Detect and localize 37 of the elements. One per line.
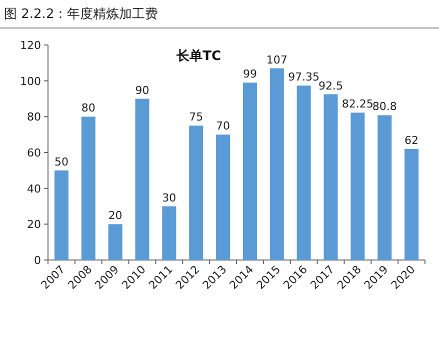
bar [81, 116, 96, 260]
data-label: 99 [242, 68, 257, 81]
data-label: 97.35 [288, 70, 320, 84]
data-label: 107 [266, 53, 288, 66]
bar [242, 82, 257, 260]
bar [216, 134, 230, 260]
bar [54, 170, 68, 260]
data-label: 30 [162, 191, 176, 204]
data-label: 90 [135, 84, 150, 97]
y-tick-label: 0 [34, 254, 41, 267]
data-label: 80.8 [372, 100, 397, 114]
data-label: 50 [54, 155, 68, 168]
y-tick-label: 60 [27, 146, 41, 160]
bar [324, 94, 338, 260]
y-tick-label: 20 [27, 218, 41, 232]
data-label: 75 [189, 110, 204, 124]
y-tick-label: 40 [27, 182, 41, 196]
bar [378, 115, 392, 260]
y-tick-label: 120 [20, 39, 41, 52]
bar [162, 206, 176, 260]
bar [135, 98, 150, 260]
y-tick-label: 100 [20, 74, 41, 88]
data-label: 20 [108, 209, 122, 222]
chart-title: 图 2.2.2：年度精炼加工费 [4, 6, 158, 22]
data-label: 70 [216, 120, 230, 133]
bar [350, 112, 365, 260]
bar [404, 148, 419, 260]
bar [270, 68, 284, 260]
data-label: 82.25 [342, 98, 374, 111]
bar [296, 86, 311, 260]
bar [108, 224, 122, 260]
data-label: 62 [404, 134, 419, 147]
chart-subtitle: 长单TC [176, 48, 222, 64]
y-tick-label: 80 [27, 110, 41, 124]
data-label: 92.5 [318, 79, 343, 92]
bar [189, 126, 204, 260]
data-label: 80 [81, 102, 96, 115]
